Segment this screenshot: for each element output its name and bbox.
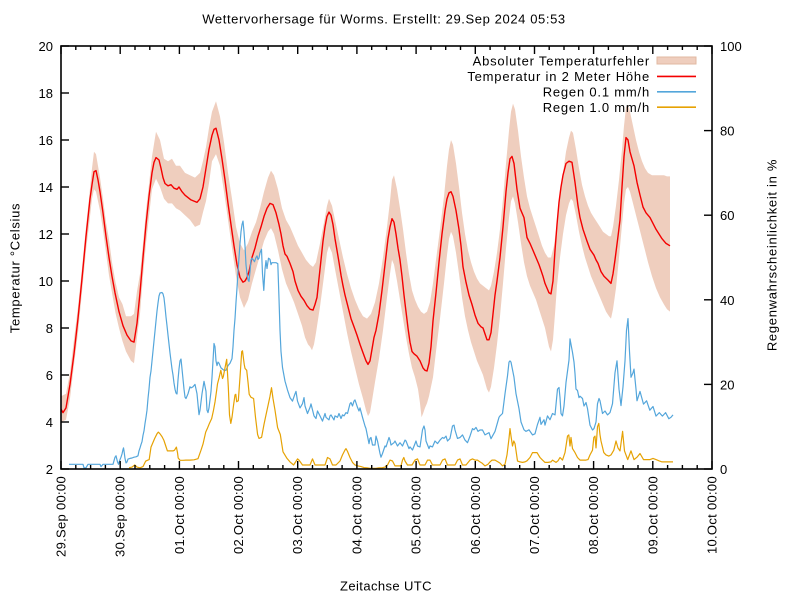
svg-text:60: 60 xyxy=(720,208,734,223)
svg-text:2: 2 xyxy=(46,462,53,477)
svg-text:Temperatur °Celsius: Temperatur °Celsius xyxy=(8,203,23,333)
svg-text:20: 20 xyxy=(39,39,53,54)
svg-text:08.Oct 00:00: 08.Oct 00:00 xyxy=(586,476,601,554)
svg-text:02.Oct 00:00: 02.Oct 00:00 xyxy=(231,476,246,554)
svg-text:Temperatur in 2 Meter Höhe: Temperatur in 2 Meter Höhe xyxy=(467,69,650,84)
svg-text:0: 0 xyxy=(720,462,727,477)
svg-text:18: 18 xyxy=(39,86,53,101)
svg-text:12: 12 xyxy=(39,227,53,242)
svg-text:14: 14 xyxy=(39,180,53,195)
svg-text:Regenwahrscheinlichkeit in %: Regenwahrscheinlichkeit in % xyxy=(765,159,780,351)
svg-text:Absoluter Temperaturfehler: Absoluter Temperaturfehler xyxy=(473,54,650,69)
svg-text:6: 6 xyxy=(46,368,53,383)
svg-text:100: 100 xyxy=(720,39,742,54)
svg-text:Regen 0.1 mm/h: Regen 0.1 mm/h xyxy=(543,85,650,100)
svg-text:04.Oct 00:00: 04.Oct 00:00 xyxy=(349,476,364,554)
svg-text:Regen 1.0 mm/h: Regen 1.0 mm/h xyxy=(543,100,650,115)
svg-text:07.Oct 00:00: 07.Oct 00:00 xyxy=(527,476,542,554)
svg-text:03.Oct 00:00: 03.Oct 00:00 xyxy=(290,476,305,554)
svg-text:10.Oct 00:00: 10.Oct 00:00 xyxy=(705,476,720,554)
svg-text:80: 80 xyxy=(720,124,734,139)
svg-text:05.Oct 00:00: 05.Oct 00:00 xyxy=(409,476,424,554)
svg-text:16: 16 xyxy=(39,133,53,148)
svg-text:20: 20 xyxy=(720,377,734,392)
svg-text:01.Oct 00:00: 01.Oct 00:00 xyxy=(172,476,187,554)
svg-text:4: 4 xyxy=(46,415,53,430)
svg-text:09.Oct 00:00: 09.Oct 00:00 xyxy=(645,476,660,554)
svg-text:29.Sep 00:00: 29.Sep 00:00 xyxy=(54,476,69,557)
svg-text:30.Sep 00:00: 30.Sep 00:00 xyxy=(113,476,128,557)
svg-text:Wettervorhersage für Worms. Er: Wettervorhersage für Worms. Erstellt: 29… xyxy=(202,12,565,27)
svg-text:10: 10 xyxy=(39,274,53,289)
svg-text:Zeitachse UTC: Zeitachse UTC xyxy=(340,579,432,594)
svg-text:40: 40 xyxy=(720,293,734,308)
svg-text:06.Oct 00:00: 06.Oct 00:00 xyxy=(468,476,483,554)
svg-text:8: 8 xyxy=(46,321,53,336)
